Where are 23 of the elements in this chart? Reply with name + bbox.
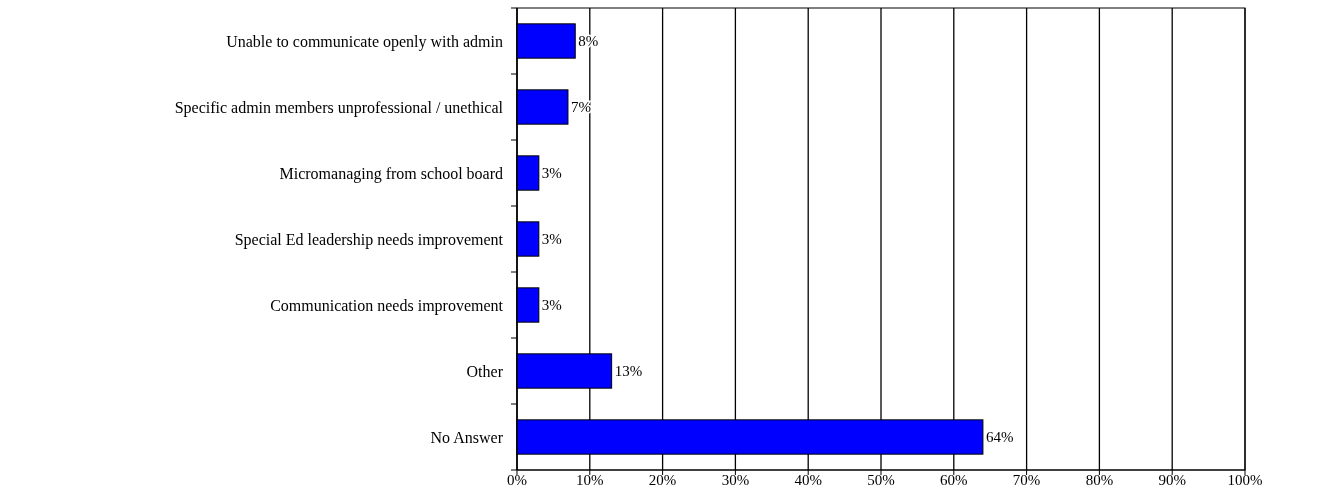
x-tick-label: 40%	[794, 472, 822, 487]
x-tick-label: 10%	[576, 472, 604, 487]
x-tick-label: 100%	[1227, 472, 1263, 487]
x-tick-label: 70%	[1012, 472, 1041, 487]
y-tick-label: Other	[466, 362, 504, 380]
x-tick-label: 50%	[867, 472, 895, 487]
x-tick-label: 90%	[1158, 472, 1186, 487]
y-tick-label: Special Ed leadership needs improvement	[234, 230, 504, 249]
data-label: 3%	[541, 231, 562, 247]
y-tick-label: Unable to communicate openly with admin	[226, 32, 503, 51]
data-label: 3%	[541, 165, 562, 181]
x-tick-label: 80%	[1085, 472, 1114, 487]
data-label: 64%	[985, 429, 1014, 445]
data-label: 13%	[614, 363, 643, 379]
x-tick-label: 60%	[940, 472, 968, 487]
y-tick-label: No Answer	[430, 428, 504, 446]
x-tick-label: 20%	[648, 472, 677, 487]
y-tick-label: Communication needs improvement	[270, 296, 504, 315]
x-tick-label: 30%	[721, 472, 750, 487]
x-tick-label: 0%	[507, 472, 527, 487]
data-label: 3%	[541, 297, 562, 313]
y-tick-label: Micromanaging from school board	[279, 164, 503, 183]
y-tick-label: Specific admin members unprofessional / unethical	[174, 98, 504, 117]
